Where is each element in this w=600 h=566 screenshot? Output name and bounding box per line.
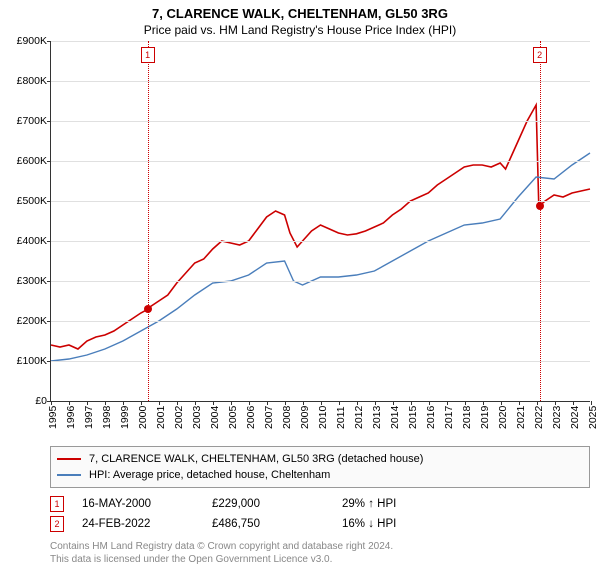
x-axis-label: 2006 (245, 406, 257, 429)
chart-title: 7, CLARENCE WALK, CHELTENHAM, GL50 3RG (0, 0, 600, 21)
x-axis-label: 2021 (515, 406, 527, 429)
sale-marker-dot (536, 202, 544, 210)
chart-plot-area: £0£100K£200K£300K£400K£500K£600K£700K£80… (50, 41, 590, 402)
x-axis-label: 2016 (425, 406, 437, 429)
x-axis-label: 2014 (389, 406, 401, 429)
y-axis-label: £300K (17, 275, 51, 287)
legend: 7, CLARENCE WALK, CHELTENHAM, GL50 3RG (… (50, 446, 590, 488)
legend-item: HPI: Average price, detached house, Chel… (57, 467, 583, 483)
x-axis-label: 2019 (479, 406, 491, 429)
series-line (51, 105, 590, 349)
x-axis-label: 2025 (587, 406, 599, 429)
x-axis-label: 1997 (83, 406, 95, 429)
x-axis-label: 2000 (137, 406, 149, 429)
y-axis-label: £900K (17, 35, 51, 47)
y-axis-label: £100K (17, 355, 51, 367)
x-axis-label: 2012 (353, 406, 365, 429)
x-axis-label: 2004 (209, 406, 221, 429)
x-axis-label: 2002 (173, 406, 185, 429)
x-axis-label: 2011 (335, 406, 347, 429)
legend-item: 7, CLARENCE WALK, CHELTENHAM, GL50 3RG (… (57, 451, 583, 467)
x-axis-label: 2017 (443, 406, 455, 429)
sale-marker-dot (144, 305, 152, 313)
x-axis-label: 2020 (497, 406, 509, 429)
x-axis-label: 2005 (227, 406, 239, 429)
x-axis-label: 2013 (371, 406, 383, 429)
y-axis-label: £700K (17, 115, 51, 127)
y-axis-label: £800K (17, 75, 51, 87)
x-axis-label: 2008 (281, 406, 293, 429)
y-axis-label: £400K (17, 235, 51, 247)
x-axis-label: 2001 (155, 406, 167, 429)
x-axis-label: 2023 (551, 406, 563, 429)
x-axis-label: 1996 (65, 406, 77, 429)
sale-marker-box: 1 (141, 47, 155, 63)
sale-point-row: 224-FEB-2022£486,75016% ↓ HPI (50, 514, 590, 534)
x-axis-label: 2007 (263, 406, 275, 429)
sale-point-row: 116-MAY-2000£229,00029% ↑ HPI (50, 494, 590, 514)
chart-subtitle: Price paid vs. HM Land Registry's House … (0, 21, 600, 41)
x-axis-label: 2018 (461, 406, 473, 429)
x-axis-label: 1995 (47, 406, 59, 429)
x-axis-label: 2009 (299, 406, 311, 429)
x-axis-label: 1998 (101, 406, 113, 429)
sale-marker-box: 2 (533, 47, 547, 63)
y-axis-label: £200K (17, 315, 51, 327)
x-axis-label: 2015 (407, 406, 419, 429)
x-axis-label: 2003 (191, 406, 203, 429)
sale-points-table: 116-MAY-2000£229,00029% ↑ HPI224-FEB-202… (50, 494, 590, 534)
x-axis-label: 2024 (569, 406, 581, 429)
footer-attribution: Contains HM Land Registry data © Crown c… (50, 540, 590, 566)
x-axis-label: 2022 (533, 406, 545, 429)
x-axis-label: 1999 (119, 406, 131, 429)
y-axis-label: £600K (17, 155, 51, 167)
series-line (51, 153, 590, 361)
y-axis-label: £500K (17, 195, 51, 207)
x-axis-label: 2010 (317, 406, 329, 429)
